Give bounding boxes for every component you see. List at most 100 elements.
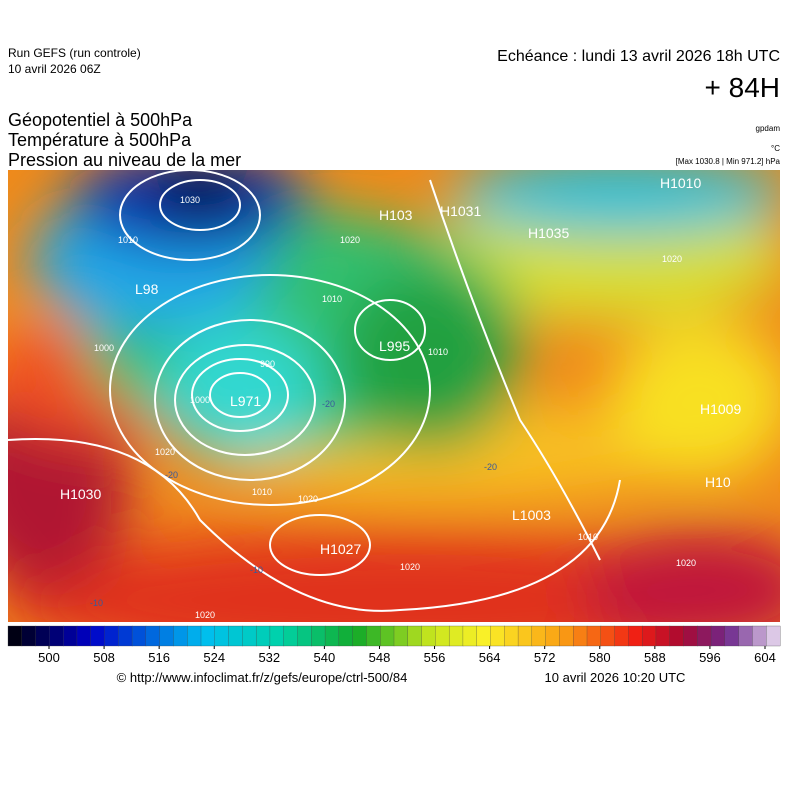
color-swatch: [255, 625, 271, 647]
isobar-label: 1000: [94, 343, 114, 353]
color-swatch: [297, 625, 312, 647]
color-swatch: [752, 625, 767, 647]
lead-time: + 84H: [705, 72, 781, 103]
isobar-label: 1020: [662, 254, 682, 264]
colorbar-label: 540: [314, 650, 336, 665]
unit: °C: [771, 144, 780, 153]
color-swatch: [228, 625, 243, 647]
color-swatch: [90, 625, 105, 647]
colorbar-label: 548: [369, 650, 391, 665]
colorbar-label: 564: [479, 650, 501, 665]
isobar-label: 1020: [676, 558, 696, 568]
color-swatch: [7, 625, 23, 647]
color-swatch: [283, 625, 298, 647]
color-swatch: [683, 625, 698, 647]
colorbar-label: 508: [93, 650, 115, 665]
color-swatch: [104, 625, 119, 647]
color-swatch: [393, 625, 409, 647]
isobar-label: 1010: [428, 347, 448, 357]
isobar-label: 1020: [298, 494, 318, 504]
isobar-label: 1010: [118, 235, 138, 245]
color-swatch: [738, 625, 753, 647]
generated: 10 avril 2026 10:20 UTC: [545, 670, 686, 685]
pressure-center: H1009: [700, 401, 741, 417]
pressure-center: H10: [705, 474, 731, 490]
pressure-center: H1030: [60, 486, 101, 502]
color-swatch: [766, 625, 781, 647]
isobar-label: 1000: [190, 395, 210, 405]
color-swatch: [407, 625, 423, 647]
pressure-center: H1035: [528, 225, 569, 241]
color-swatch: [380, 625, 395, 647]
color-swatch: [324, 625, 340, 647]
color-swatch: [435, 625, 450, 647]
color-swatch: [242, 625, 257, 647]
color-swatch: [669, 625, 684, 647]
pressure-center: H1027: [320, 541, 361, 557]
color-swatch: [118, 625, 133, 647]
run-date: 10 avril 2026 06Z: [8, 62, 101, 76]
pressure-center: H103: [379, 207, 413, 223]
color-swatch: [559, 625, 574, 647]
color-swatch: [504, 625, 519, 647]
color-swatch: [159, 625, 174, 647]
color-swatch: [614, 625, 629, 647]
color-swatch: [352, 625, 367, 647]
isotherm-label: -10: [90, 598, 103, 608]
pressure-center: L971: [230, 393, 261, 409]
isobar-label: 1010: [578, 532, 598, 542]
color-swatch: [641, 625, 657, 647]
pressure-center: L98: [135, 281, 159, 297]
color-swatch: [531, 625, 547, 647]
isobar-label: 1010: [322, 294, 342, 304]
pressure-center: L1003: [512, 507, 551, 523]
color-swatch: [476, 625, 491, 647]
color-swatch: [21, 625, 37, 647]
color-swatch: [62, 625, 78, 647]
color-swatch: [366, 625, 381, 647]
color-swatch: [600, 625, 616, 647]
colorbar-label: 588: [644, 650, 666, 665]
color-swatch: [586, 625, 602, 647]
color-swatch: [710, 625, 726, 647]
color-swatch: [269, 625, 285, 647]
colorbar: 500 508 516 524 532 540 548 556 564 572 580 588 596 6…: [7, 625, 781, 665]
isobar-label: 1020: [195, 610, 215, 620]
isotherm-label: -20: [484, 462, 497, 472]
color-swatch: [448, 625, 464, 647]
isobar-label: 1020: [155, 447, 175, 457]
color-swatch: [545, 625, 560, 647]
color-swatch: [697, 625, 712, 647]
pressure-center: H1031: [440, 203, 481, 219]
color-swatch: [421, 625, 436, 647]
pressure-center: L995: [379, 338, 410, 354]
colorbar-label: 524: [203, 650, 225, 665]
colorbar-label: 604: [754, 650, 776, 665]
color-swatch: [338, 625, 354, 647]
colorbar-label: 572: [534, 650, 556, 665]
color-swatch: [490, 625, 505, 647]
color-swatch: [49, 625, 64, 647]
isobar-label: 990: [260, 359, 275, 369]
color-swatch: [724, 625, 740, 647]
pressure-center: H1010: [660, 175, 701, 191]
echeance: Echéance : lundi 13 avril 2026 18h UTC: [497, 48, 780, 65]
isotherm-label: -20: [165, 470, 178, 480]
color-swatch: [187, 625, 202, 647]
isobar-label: 1030: [180, 195, 200, 205]
field: Pression au niveau de la mer: [8, 150, 241, 170]
isotherm-label: -10: [250, 565, 263, 575]
source: © http://www.infoclimat.fr/z/gefs/europe…: [117, 670, 408, 685]
map-labels: H1030 L971 H1027 L995 L98 H103 H1031 H10…: [60, 175, 741, 620]
colorbar-label: 556: [424, 650, 446, 665]
extremes: [Max 1030.8 | Min 971.2] hPa: [676, 157, 781, 166]
isobar-label: 1020: [400, 562, 420, 572]
isobar-label: 1010: [252, 487, 272, 497]
colorbar-label: 532: [258, 650, 280, 665]
color-swatch: [200, 625, 216, 647]
unit: gpdam: [756, 124, 781, 133]
run: Run GEFS (run controle): [8, 46, 141, 60]
field: Température à 500hPa: [8, 130, 192, 150]
color-swatch: [462, 625, 478, 647]
